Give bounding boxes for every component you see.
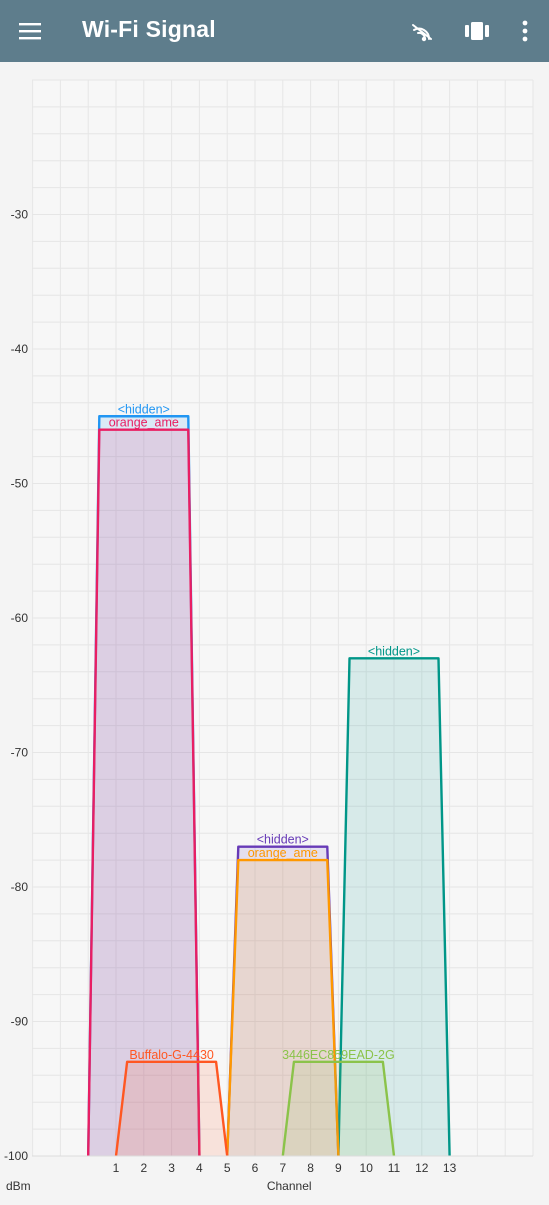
network-area	[227, 846, 339, 1156]
y-tick-label: -50	[11, 477, 29, 491]
network-series: orange_ame	[87, 416, 201, 1157]
network-outline	[337, 657, 451, 1157]
network-area	[282, 1061, 394, 1156]
x-axis-label: Channel	[267, 1179, 312, 1193]
network-outline	[87, 428, 201, 1157]
x-tick-label: 12	[415, 1161, 429, 1175]
network-label: Buffalo-G-4430	[129, 1048, 214, 1062]
x-tick-label: 7	[279, 1161, 286, 1175]
more-vert-icon[interactable]	[508, 14, 542, 48]
channel-graph: <hidden>orange_ame<hidden><hidden>orange…	[4, 79, 534, 1193]
y-axis-label: dBm	[6, 1179, 31, 1193]
x-tick-label: 9	[335, 1161, 342, 1175]
x-tick-label: 10	[360, 1161, 374, 1175]
app-bar: Wi-Fi Signal	[0, 0, 549, 62]
network-label: orange_ame	[248, 846, 318, 860]
signal-chart: <hidden> orange_ame <hidden> <hidden> orange…	[0, 62, 549, 1200]
network-area	[227, 860, 339, 1156]
network-area	[88, 416, 200, 1156]
x-tick-label: 11	[388, 1161, 401, 1175]
hamburger-menu-icon[interactable]	[14, 14, 48, 48]
y-tick-label: -30	[11, 208, 29, 222]
network-series: <hidden>	[337, 644, 451, 1157]
network-area	[338, 658, 450, 1156]
network-series: orange_ame	[226, 846, 340, 1157]
network-series: 3446EC859EAD-2G	[281, 1048, 396, 1157]
network-outline	[114, 1060, 229, 1157]
network-outline	[226, 858, 340, 1157]
x-tick-label: 3	[168, 1161, 175, 1175]
x-tick-label: 8	[307, 1161, 314, 1175]
y-tick-label: -40	[11, 342, 29, 356]
wifi-scan-icon[interactable]	[405, 14, 439, 48]
network-label: <hidden>	[118, 402, 170, 416]
x-tick-label: 2	[140, 1161, 147, 1175]
network-series: Buffalo-G-4430	[114, 1048, 229, 1157]
y-tick-label: -80	[11, 880, 29, 894]
network-label: orange_ame	[109, 416, 179, 430]
y-tick-label: -100	[4, 1149, 28, 1163]
y-tick-label: -60	[11, 611, 29, 625]
x-tick-label: 13	[443, 1161, 457, 1175]
network-label: <hidden>	[368, 644, 420, 658]
page-title: Wi-Fi Signal	[82, 16, 216, 42]
network-area	[88, 429, 200, 1156]
y-tick-label: -70	[11, 746, 29, 760]
network-area	[116, 1061, 228, 1156]
network-label: 3446EC859EAD-2G	[282, 1048, 395, 1062]
y-tick-label: -90	[11, 1015, 29, 1029]
x-tick-label: 4	[196, 1161, 203, 1175]
x-tick-label: 5	[224, 1161, 231, 1175]
network-outline	[281, 1060, 396, 1157]
x-tick-label: 1	[113, 1161, 120, 1175]
x-tick-label: 6	[252, 1161, 259, 1175]
carousel-view-icon[interactable]	[460, 14, 494, 48]
network-label: <hidden>	[257, 833, 309, 847]
